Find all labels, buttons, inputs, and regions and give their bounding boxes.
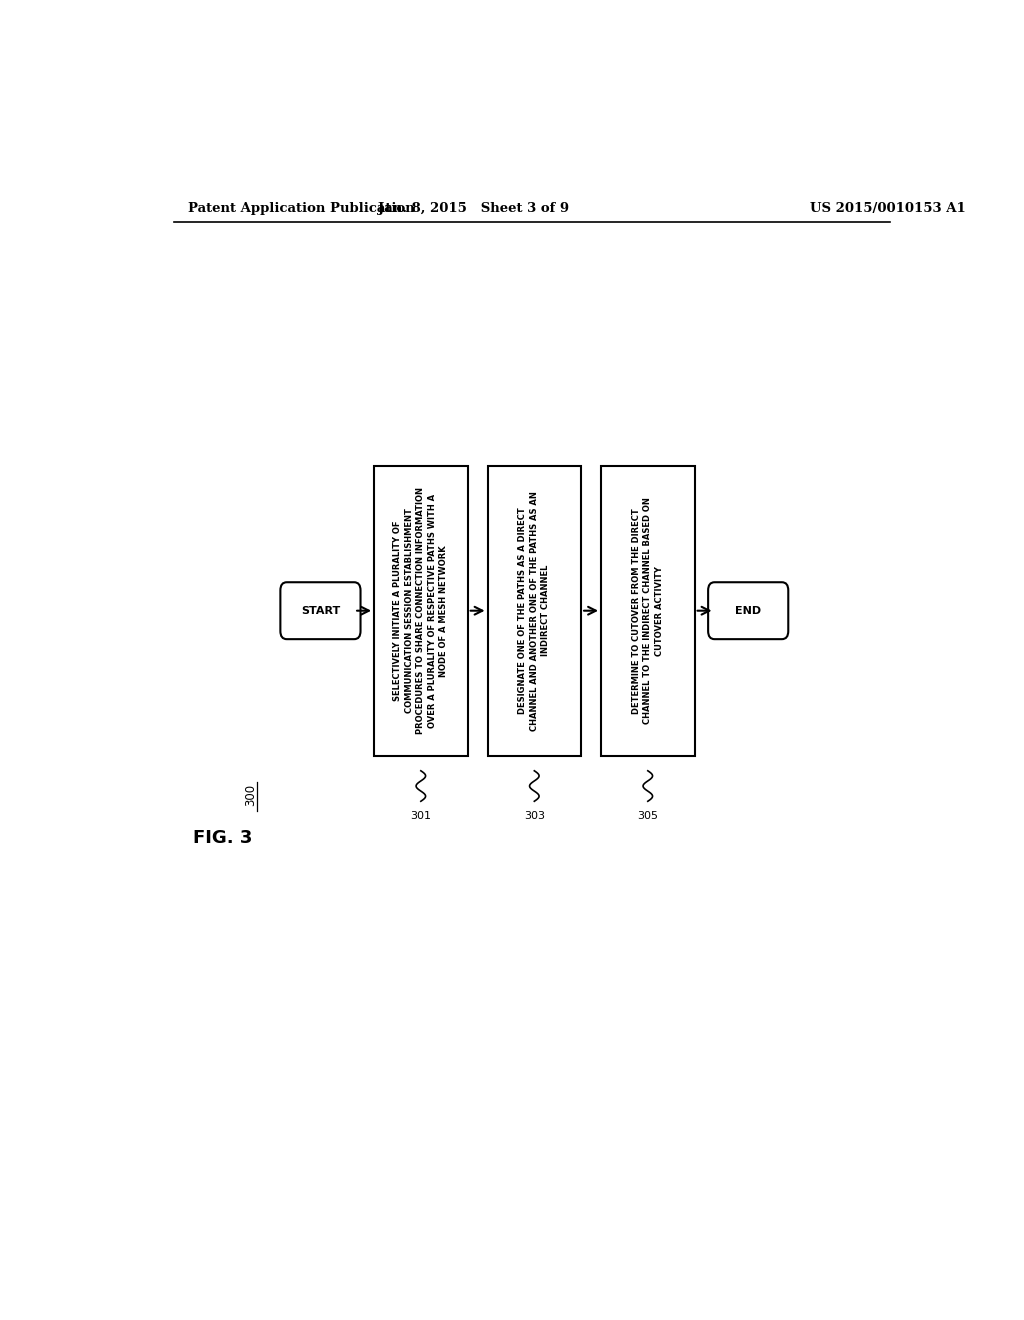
Text: US 2015/0010153 A1: US 2015/0010153 A1 <box>811 202 967 215</box>
Text: DESIGNATE ONE OF THE PATHS AS A DIRECT
CHANNEL AND ANOTHER ONE OF THE PATHS AS A: DESIGNATE ONE OF THE PATHS AS A DIRECT C… <box>518 491 550 731</box>
Text: 305: 305 <box>637 812 658 821</box>
FancyBboxPatch shape <box>281 582 360 639</box>
Bar <box>601 466 694 755</box>
Text: 303: 303 <box>524 812 545 821</box>
Text: Patent Application Publication: Patent Application Publication <box>188 202 415 215</box>
Bar <box>487 466 582 755</box>
Text: 300: 300 <box>245 784 257 805</box>
Text: 301: 301 <box>411 812 431 821</box>
Text: Jan. 8, 2015   Sheet 3 of 9: Jan. 8, 2015 Sheet 3 of 9 <box>378 202 568 215</box>
Bar <box>374 466 468 755</box>
Text: SELECTIVELY INITIATE A PLURALITY OF
COMMUNICATION SESSION ESTABLISHMENT
PROCEDUR: SELECTIVELY INITIATE A PLURALITY OF COMM… <box>393 487 449 734</box>
Text: END: END <box>735 606 761 615</box>
Text: DETERMINE TO CUTOVER FROM THE DIRECT
CHANNEL TO THE INDIRECT CHANNEL BASED ON
CU: DETERMINE TO CUTOVER FROM THE DIRECT CHA… <box>632 498 664 725</box>
Text: FIG. 3: FIG. 3 <box>194 829 253 847</box>
FancyBboxPatch shape <box>709 582 788 639</box>
Text: START: START <box>301 606 340 615</box>
